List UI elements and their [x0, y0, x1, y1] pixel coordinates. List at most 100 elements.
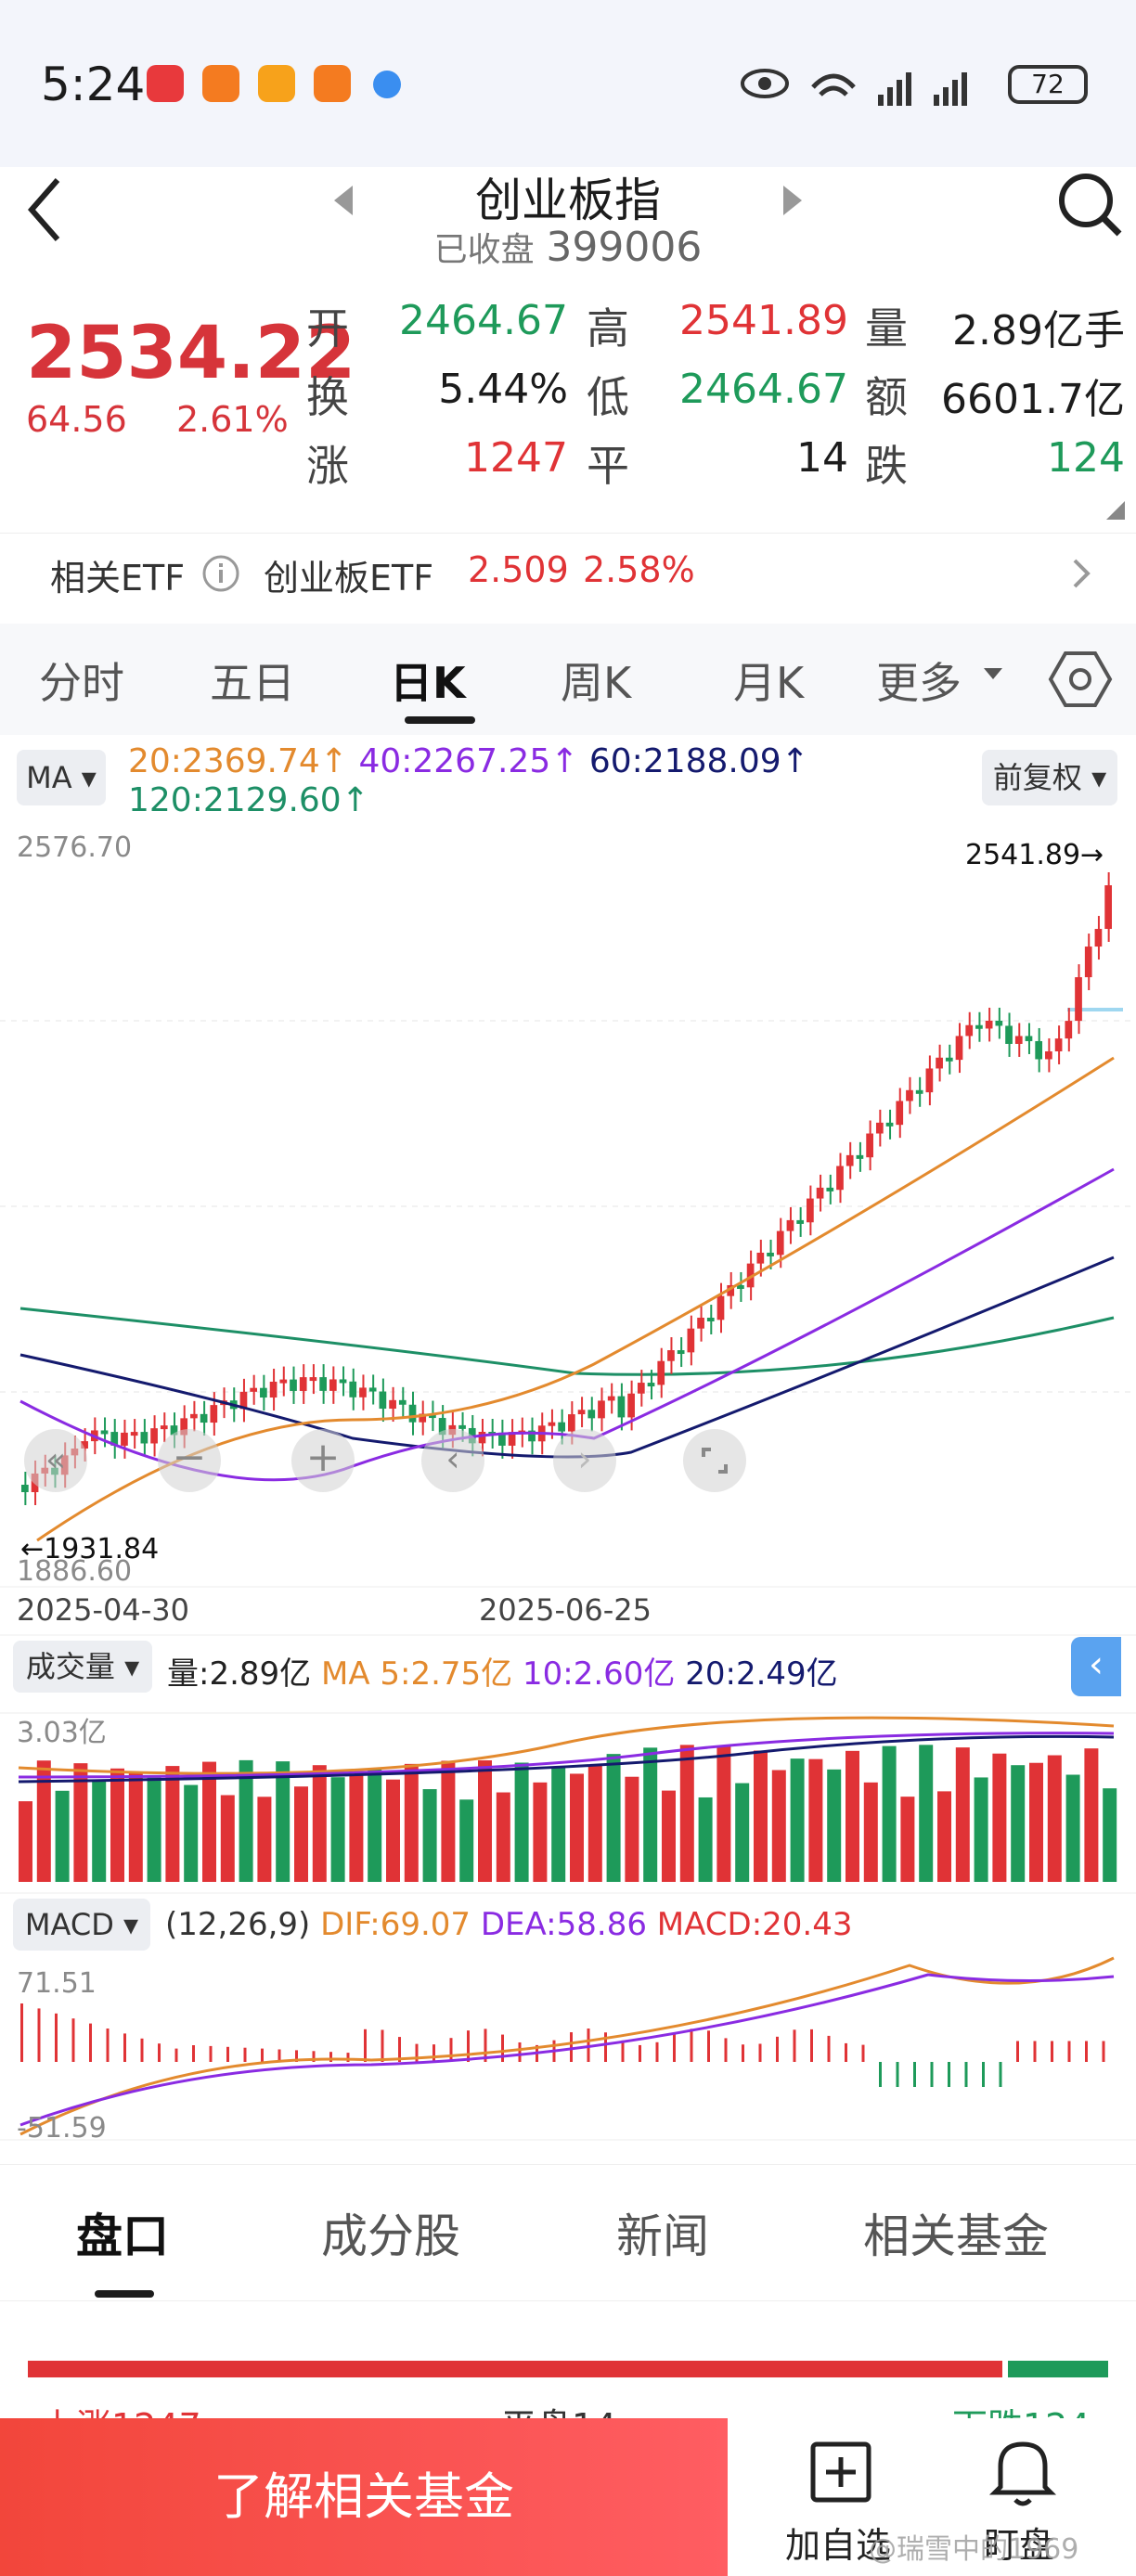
collapse-panel-button[interactable]: ‹	[1071, 1637, 1121, 1696]
macd-bar	[673, 2034, 676, 2062]
macd-bar	[140, 2038, 144, 2062]
macd-bar	[467, 2030, 470, 2062]
candle-body	[339, 1379, 347, 1384]
macd-bar	[896, 2062, 899, 2087]
tab-news[interactable]: 新闻	[616, 2209, 709, 2263]
candle-body	[607, 1396, 615, 1401]
tab-monthly-k[interactable]: 月K	[733, 658, 805, 708]
volume-bar	[36, 1760, 51, 1882]
volume-bar	[1029, 1762, 1043, 1882]
candle-body	[508, 1432, 516, 1446]
chevron-right-icon[interactable]	[1067, 555, 1095, 592]
learn-funds-button[interactable]: 了解相关基金	[0, 2418, 728, 2576]
rewind-button[interactable]: «	[24, 1429, 87, 1492]
candle-body	[1104, 885, 1112, 930]
bell-icon[interactable]	[988, 2435, 1058, 2509]
volume-bar	[570, 1773, 584, 1882]
fullscreen-icon	[702, 1448, 728, 1474]
macd-bar	[742, 2044, 744, 2062]
tab-more[interactable]: 更多	[876, 658, 962, 708]
volume-bar	[441, 1760, 456, 1882]
candle-body	[945, 1057, 953, 1062]
tab-intraday[interactable]: 分时	[39, 658, 124, 708]
prev-index-icon[interactable]	[329, 182, 356, 219]
volume-bar	[587, 1764, 602, 1882]
search-icon[interactable]	[1052, 167, 1127, 241]
next-index-icon[interactable]	[780, 182, 807, 219]
tab-five-day[interactable]: 五日	[210, 658, 295, 708]
macd-bar	[604, 2032, 607, 2062]
macd-dea: DEA:58.86	[480, 1906, 647, 1943]
settings-hexagon-icon[interactable]	[1047, 650, 1114, 709]
volume-bar	[404, 1763, 419, 1882]
tab-order-book[interactable]: 盘口	[76, 2209, 169, 2263]
volume-indicator-button[interactable]: 成交量 ▾	[13, 1641, 152, 1693]
status-time: 5:24	[41, 58, 146, 111]
quote-value: 1247	[464, 434, 568, 482]
volume-bar	[330, 1777, 345, 1882]
macd-dea-line	[19, 1973, 1115, 2127]
candle-body	[1035, 1040, 1043, 1060]
candle-body	[498, 1432, 506, 1446]
macd-params: (12,26,9)	[165, 1906, 311, 1943]
volume-bar	[128, 1772, 143, 1882]
tab-daily-k[interactable]: 日K	[390, 658, 466, 708]
candle-body	[299, 1377, 307, 1391]
fullscreen-button[interactable]	[683, 1429, 746, 1492]
related-etf-row[interactable]	[0, 533, 1136, 614]
candle-body	[716, 1295, 725, 1320]
info-icon[interactable]	[200, 553, 241, 594]
ma-indicator-button[interactable]: MA ▾	[17, 750, 106, 805]
candle-body	[150, 1428, 158, 1444]
add-watchlist-icon[interactable]	[806, 2439, 880, 2509]
macd-bar	[930, 2062, 934, 2087]
candle-body	[647, 1383, 655, 1387]
volume-bar	[368, 1769, 382, 1882]
volume-bar	[276, 1761, 290, 1882]
add-watchlist-label[interactable]: 加自选	[785, 2525, 892, 2566]
volume-bar	[992, 1753, 1007, 1882]
index-price: 2534.22	[26, 312, 356, 395]
quote-value: 124	[1047, 434, 1125, 482]
macd-bar	[707, 2030, 710, 2062]
candle-body	[389, 1399, 396, 1410]
volume-ma20-line	[18, 1734, 1115, 1784]
macd-bar	[501, 2034, 504, 2062]
quote-label: 平	[587, 441, 629, 491]
tab-weekly-k[interactable]: 周K	[561, 658, 632, 708]
kline-bottom-label: 1886.60	[17, 1555, 133, 1588]
macd-bar	[432, 2044, 435, 2062]
macd-bar	[364, 2029, 367, 2062]
scroll-right-button[interactable]: ›	[553, 1429, 616, 1492]
candle-body	[598, 1400, 605, 1419]
volume-bar	[937, 1791, 951, 1882]
zoom-out-button[interactable]: −	[158, 1429, 221, 1492]
tab-related-funds[interactable]: 相关基金	[863, 2209, 1049, 2263]
macd-bar	[845, 2042, 847, 2062]
macd-bar	[312, 2051, 316, 2062]
macd-indicator-button[interactable]: MACD ▾	[13, 1899, 150, 1951]
candle-body	[955, 1036, 963, 1061]
adjust-button[interactable]: 前复权 ▾	[982, 750, 1117, 805]
candle-body	[1025, 1036, 1033, 1041]
kline-chart-area[interactable]	[0, 826, 1136, 2162]
volume-bar	[533, 1782, 548, 1882]
candle-body	[269, 1381, 278, 1398]
tab-constituents[interactable]: 成分股	[321, 2209, 460, 2263]
scroll-left-button[interactable]: ‹	[421, 1429, 484, 1492]
macd-bar	[55, 2013, 58, 2062]
volume-top-label: 3.03亿	[17, 1717, 107, 1749]
volume-bar	[625, 1776, 639, 1882]
candle-body	[776, 1230, 784, 1256]
battery-indicator: 72	[1008, 65, 1088, 104]
zoom-in-button[interactable]: +	[291, 1429, 355, 1492]
expand-corner-icon[interactable]	[1104, 499, 1127, 522]
watch-label[interactable]: 盯盘	[984, 2525, 1055, 2566]
macd-bar	[621, 2040, 625, 2062]
back-arrow-icon[interactable]	[22, 173, 67, 247]
caret-down-icon	[984, 668, 1002, 679]
quote-label: 量	[865, 303, 908, 354]
volume-bar	[55, 1790, 70, 1882]
volume-ma10: 10:2.60亿	[523, 1655, 676, 1693]
volume-bar	[955, 1747, 970, 1882]
